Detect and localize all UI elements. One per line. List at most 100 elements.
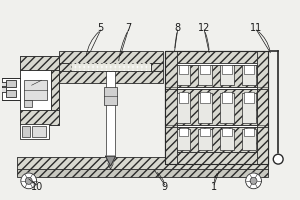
- Bar: [177, 93, 190, 123]
- Circle shape: [116, 63, 119, 67]
- Circle shape: [93, 67, 97, 71]
- Circle shape: [76, 63, 80, 67]
- Bar: [177, 127, 256, 152]
- Bar: [177, 64, 256, 87]
- Text: 10: 10: [31, 182, 43, 192]
- Circle shape: [129, 67, 133, 71]
- Bar: [24, 100, 32, 107]
- Bar: [244, 92, 254, 103]
- Bar: [20, 56, 59, 70]
- Circle shape: [111, 63, 115, 67]
- Bar: [20, 56, 59, 125]
- Bar: [242, 129, 256, 150]
- Bar: [178, 92, 188, 103]
- Circle shape: [273, 154, 283, 164]
- Bar: [178, 128, 188, 136]
- Circle shape: [142, 63, 146, 67]
- Circle shape: [98, 63, 102, 67]
- Circle shape: [124, 67, 128, 71]
- Bar: [165, 51, 268, 164]
- Circle shape: [111, 67, 115, 71]
- Bar: [106, 71, 116, 156]
- Circle shape: [133, 63, 137, 67]
- Circle shape: [25, 177, 32, 184]
- Text: 7: 7: [125, 23, 131, 33]
- Bar: [242, 93, 256, 123]
- Bar: [59, 71, 163, 83]
- Text: 1: 1: [211, 182, 217, 192]
- Circle shape: [120, 63, 124, 67]
- Bar: [104, 87, 118, 105]
- Bar: [178, 64, 188, 74]
- Bar: [0, 82, 6, 86]
- Bar: [220, 65, 234, 85]
- Bar: [2, 78, 20, 100]
- Bar: [165, 51, 268, 63]
- Bar: [198, 129, 212, 150]
- Circle shape: [71, 63, 75, 67]
- Circle shape: [71, 67, 75, 71]
- Bar: [165, 51, 177, 164]
- Circle shape: [89, 67, 93, 71]
- Circle shape: [89, 63, 93, 67]
- Circle shape: [146, 67, 151, 71]
- Bar: [200, 128, 210, 136]
- Circle shape: [142, 67, 146, 71]
- Text: 12: 12: [198, 23, 210, 33]
- Bar: [22, 126, 30, 137]
- Circle shape: [84, 63, 88, 67]
- Bar: [177, 129, 190, 150]
- Bar: [32, 126, 46, 137]
- Bar: [222, 128, 232, 136]
- Circle shape: [133, 67, 137, 71]
- Bar: [0, 87, 6, 92]
- Bar: [17, 157, 268, 171]
- Bar: [59, 63, 71, 71]
- Circle shape: [120, 67, 124, 71]
- Circle shape: [76, 67, 80, 71]
- Bar: [222, 92, 232, 103]
- Circle shape: [106, 67, 111, 71]
- Text: 9: 9: [162, 182, 168, 192]
- Circle shape: [138, 63, 142, 67]
- Bar: [177, 65, 190, 85]
- Bar: [242, 65, 256, 85]
- Circle shape: [138, 67, 142, 71]
- Circle shape: [80, 67, 84, 71]
- Circle shape: [93, 63, 97, 67]
- Bar: [6, 90, 16, 97]
- Bar: [244, 64, 254, 74]
- Circle shape: [250, 177, 257, 184]
- Polygon shape: [106, 156, 116, 166]
- Bar: [165, 152, 268, 164]
- Circle shape: [146, 63, 151, 67]
- Circle shape: [102, 67, 106, 71]
- Bar: [177, 89, 256, 125]
- Bar: [220, 129, 234, 150]
- Bar: [20, 110, 59, 125]
- Bar: [20, 124, 50, 139]
- Circle shape: [84, 67, 88, 71]
- Circle shape: [102, 63, 106, 67]
- Circle shape: [116, 67, 119, 71]
- Circle shape: [129, 63, 133, 67]
- Bar: [17, 169, 268, 177]
- Circle shape: [98, 67, 102, 71]
- Bar: [20, 70, 51, 110]
- Bar: [244, 128, 254, 136]
- Bar: [151, 63, 163, 71]
- Circle shape: [106, 63, 111, 67]
- Bar: [71, 63, 151, 71]
- Bar: [256, 51, 268, 164]
- Text: 11: 11: [250, 23, 262, 33]
- Text: 5: 5: [98, 23, 104, 33]
- Bar: [198, 65, 212, 85]
- Bar: [200, 64, 210, 74]
- Bar: [220, 93, 234, 123]
- Text: 8: 8: [175, 23, 181, 33]
- Bar: [59, 51, 163, 63]
- Bar: [165, 51, 268, 164]
- Circle shape: [21, 173, 37, 189]
- Circle shape: [246, 173, 261, 189]
- Bar: [6, 80, 16, 87]
